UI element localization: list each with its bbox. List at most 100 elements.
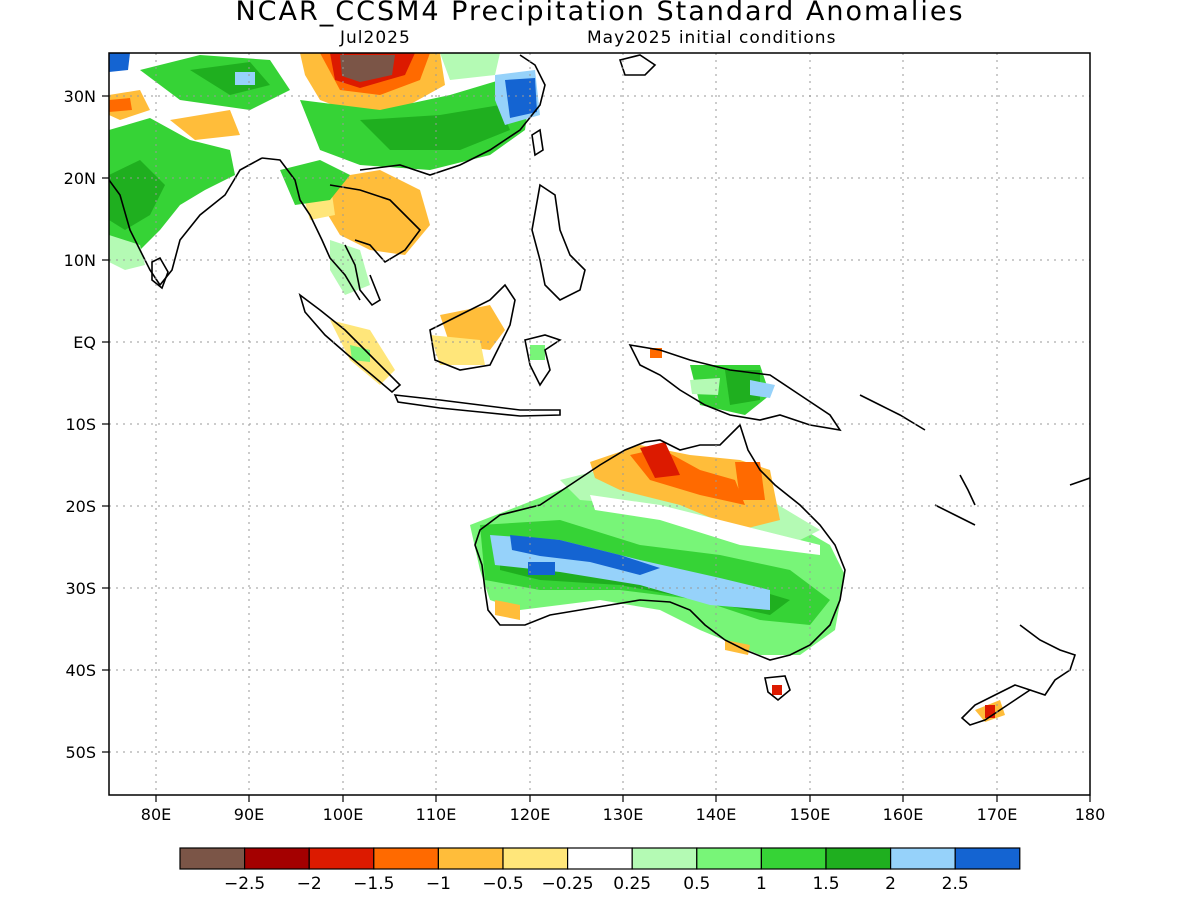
anomaly-east-china-very-wet — [505, 78, 537, 118]
lon-label: 150E — [790, 805, 831, 824]
tick-marks — [102, 95, 1091, 802]
map-title: NCAR_CCSM4 Precipitation Standard Anomal… — [235, 0, 965, 27]
coast-malaya — [344, 244, 381, 307]
lat-label: 30N — [64, 87, 96, 106]
coast-sulawesi — [524, 334, 562, 387]
anomaly-tibet-extreme — [340, 55, 395, 82]
anomaly-india-dry-2 — [170, 110, 240, 140]
anomaly-himalaya-wet-strong — [190, 62, 270, 95]
lon-label: 100E — [323, 805, 364, 824]
colorbar-label: −1 — [426, 874, 451, 894]
anomaly-aus-sw-dry — [495, 600, 520, 620]
anomaly-png-light-blue — [750, 380, 775, 398]
lon-label: 160E — [883, 805, 924, 824]
colorbar-swatch — [373, 847, 439, 870]
lat-label: 20S — [65, 497, 96, 516]
coast-vanuatu-fiji — [959, 474, 1090, 506]
lon-label: 80E — [141, 805, 171, 824]
colorbar-swatch — [889, 847, 956, 870]
anomaly-png-light — [690, 378, 720, 395]
lon-label: 90E — [234, 805, 264, 824]
anomaly-indochina-dry — [320, 170, 430, 255]
coast-indochina — [329, 184, 422, 264]
anomaly-tas-dry — [772, 685, 782, 695]
anomaly-malaya-light — [330, 240, 370, 295]
lon-label: 110E — [416, 805, 457, 824]
coast-tasmania — [764, 675, 791, 702]
lon-label: 170E — [977, 805, 1018, 824]
coast-taiwan — [531, 128, 544, 157]
colorbar-label: −0.5 — [482, 874, 523, 894]
colorbar-label: 2.5 — [942, 874, 969, 894]
anomaly-north-china-light — [440, 53, 500, 80]
coast-nz-north — [1019, 624, 1077, 696]
colorbar-label: −2.5 — [224, 874, 265, 894]
lon-label: 180 — [1075, 805, 1106, 824]
lon-label: 120E — [510, 805, 551, 824]
coast-australia — [474, 423, 846, 661]
map-plot — [109, 53, 1090, 795]
anomaly-aus-north-dry-severe — [640, 442, 680, 478]
anomaly-india-wet — [109, 118, 235, 255]
colorbar-label: 0.5 — [683, 874, 710, 894]
lat-label: 50S — [65, 743, 96, 762]
colorbar-swatch — [760, 847, 827, 870]
colorbar: −2.5 −2 −1.5 −1 −0.5 −0.25 0.25 0.5 1 1.5 2 2.5 — [179, 847, 1021, 894]
coast-sumatra — [298, 292, 402, 394]
lon-label: 130E — [603, 805, 644, 824]
anomaly-shading — [109, 53, 1005, 722]
coast-nz-south — [960, 684, 1032, 726]
lat-label: 20N — [64, 169, 96, 188]
anomaly-aus-cape-dry — [735, 462, 765, 500]
coast-philippines — [531, 183, 586, 301]
colorbar-swatch — [244, 847, 310, 870]
coast-japan — [618, 54, 657, 76]
lat-label: 10N — [64, 251, 96, 270]
colorbar-swatch — [954, 847, 1021, 870]
coast-borneo — [429, 283, 516, 371]
graticule — [109, 53, 1090, 795]
colorbar-label: −0.25 — [542, 874, 594, 894]
lat-label: EQ — [73, 333, 96, 352]
lat-label: 40S — [65, 661, 96, 680]
initial-conditions-label: May2025 initial conditions — [587, 28, 837, 48]
coast-solomons — [859, 394, 926, 431]
colorbar-swatch — [631, 847, 698, 870]
coast-new-caledonia — [934, 504, 976, 526]
colorbar-label: 1 — [756, 874, 767, 894]
anomaly-himalaya-light — [235, 72, 255, 85]
colorbar-swatch — [566, 847, 633, 870]
anomaly-png-wet-strong — [725, 370, 760, 405]
coast-java — [393, 394, 561, 417]
colorbar-swatch — [696, 847, 762, 870]
colorbar-swatch — [437, 847, 504, 870]
lat-labels: 30N 20N 10N EQ 10S 20S 30S 40S 50S — [64, 87, 96, 762]
colorbar-swatch — [502, 847, 569, 870]
lat-label: 30S — [65, 579, 96, 598]
lon-label: 140E — [696, 805, 737, 824]
anomaly-indochina-wet — [280, 160, 350, 205]
coast-south-china — [359, 54, 546, 176]
lon-labels: 80E 90E 100E 110E 120E 130E 140E 150E 16… — [141, 805, 1106, 824]
coast-bay-bengal — [261, 157, 361, 301]
colorbar-swatch — [308, 847, 375, 870]
valid-month-label: Jul2025 — [340, 28, 411, 48]
colorbar-label: 1.5 — [812, 874, 839, 894]
colorbar-label: 2 — [885, 874, 896, 894]
colorbar-label: −2 — [297, 874, 322, 894]
coastlines — [109, 54, 1090, 726]
anomaly-aus-darkblue-2 — [528, 562, 555, 575]
colorbar-swatch — [825, 847, 892, 870]
anomaly-nw-blue — [109, 53, 130, 72]
anomaly-borneo-light — [430, 335, 485, 365]
colorbar-label: 0.25 — [613, 874, 651, 894]
anomaly-sulawesi-wet — [530, 345, 545, 360]
coast-srilanka — [151, 256, 169, 290]
colorbar-label: −1.5 — [353, 874, 394, 894]
lat-label: 10S — [65, 415, 96, 434]
anomaly-aus-white-band — [590, 495, 820, 555]
anomaly-china-wet-strong — [360, 105, 510, 150]
colorbar-swatch — [179, 847, 246, 870]
anomaly-india-dry-strong — [109, 98, 132, 112]
